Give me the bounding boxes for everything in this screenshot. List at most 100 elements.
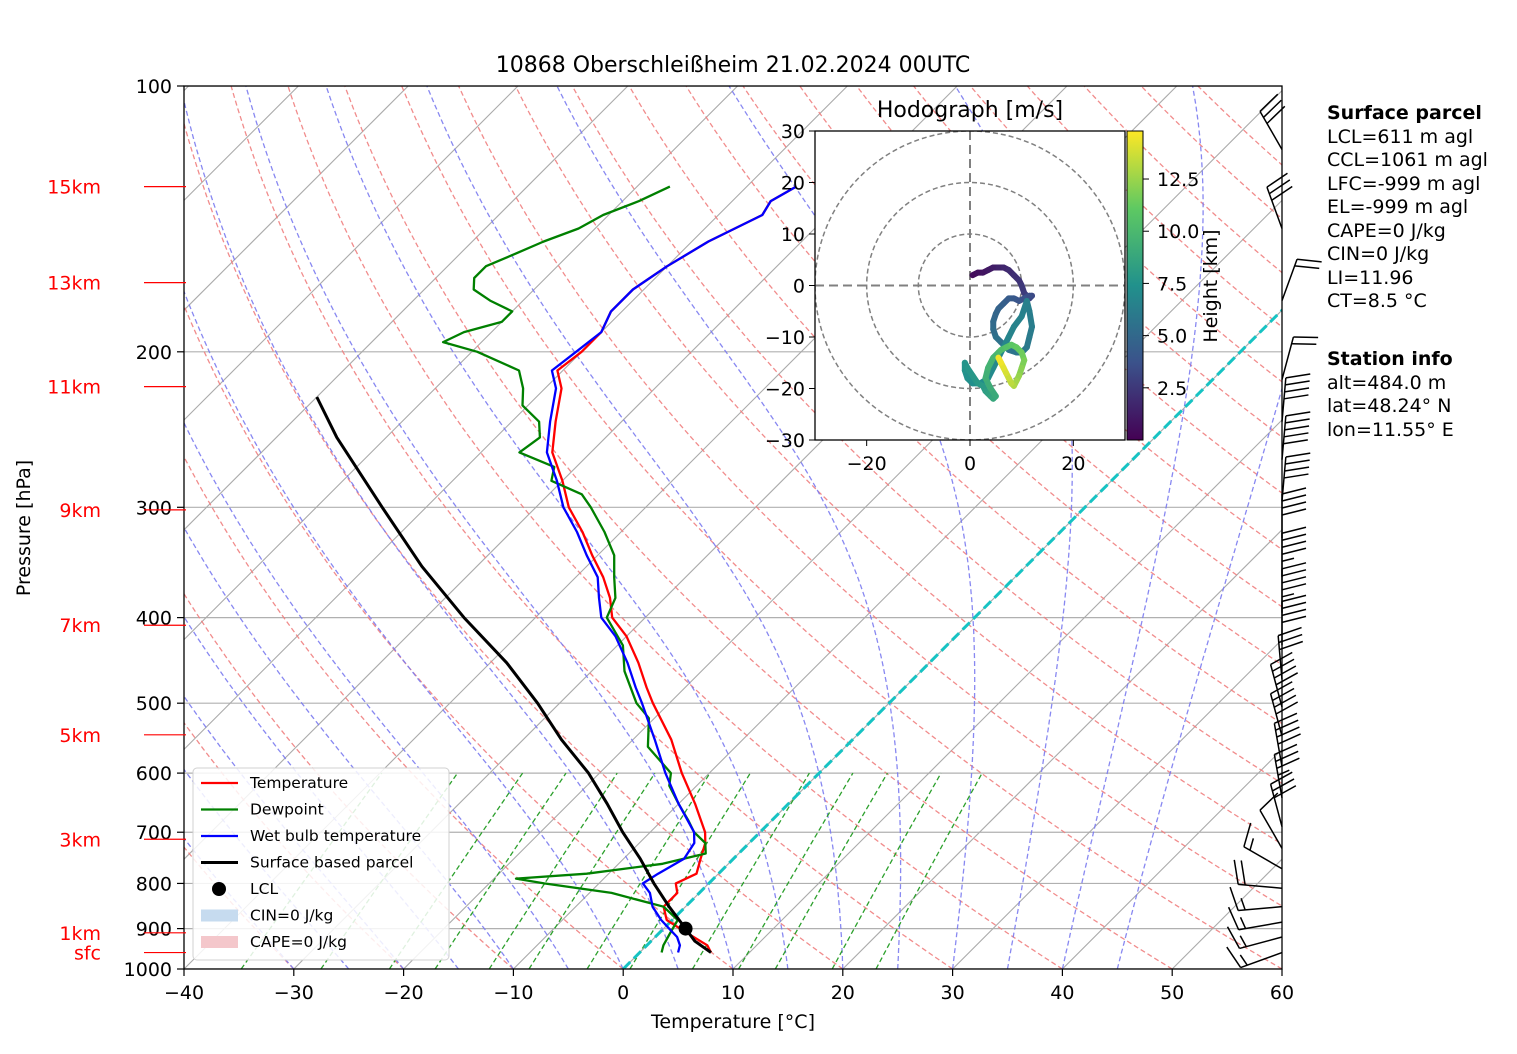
- barb-flag: [1281, 501, 1307, 509]
- wind-barb: [1259, 792, 1283, 849]
- barb-flag: [1283, 432, 1309, 438]
- barb-staff: [1269, 664, 1283, 708]
- surface-parcel-panel: Surface parcel LCL=611 m agl CCL=1061 m …: [1327, 102, 1488, 314]
- barb-half-flag: [1281, 593, 1295, 598]
- barb-half-flag: [1239, 916, 1247, 929]
- legend-label: CIN=0 J/kg: [250, 907, 333, 925]
- barb-flag: [1273, 785, 1297, 799]
- barb-flag: [1285, 380, 1310, 386]
- barb-flag: [1268, 179, 1291, 195]
- colorbar-label: Height [km]: [1200, 229, 1222, 342]
- height-label: sfc: [74, 943, 101, 965]
- mixing-ratio-line: [875, 772, 983, 969]
- sounding-profiles: [315, 185, 797, 954]
- barb-flag: [1262, 99, 1282, 118]
- isotherm: [184, 86, 738, 641]
- barb-flag: [1275, 701, 1299, 715]
- dry-adiabat: [514, 86, 1282, 845]
- series-temperature: [551, 185, 797, 954]
- station-lat: lat=48.24° N: [1327, 395, 1452, 417]
- mixing-ratio-line: [434, 772, 567, 969]
- barb-flag: [1281, 508, 1307, 516]
- legend-label: Dewpoint: [250, 801, 324, 819]
- barb-flag: [1281, 615, 1307, 624]
- barb-half-flag: [1249, 838, 1255, 851]
- hodograph: Hodograph [m/s] −20 0 20 30 20 10 0 −10 −20 −30 2.5…: [765, 98, 1222, 475]
- station-info-heading: Station info: [1327, 348, 1453, 370]
- mixing-ratio-line: [388, 772, 524, 969]
- main-axes: −40 −30 −20 −10 0 10 20 30 40 50 60100200300400500…: [124, 76, 1294, 1004]
- legend-swatch: [212, 882, 226, 896]
- wind-barb: [1281, 258, 1322, 301]
- height-label: 15km: [47, 177, 101, 199]
- parcel-li: LI=11.96: [1327, 266, 1414, 289]
- mixing-ratio-line: [586, 772, 711, 969]
- barb-flag: [1281, 562, 1307, 570]
- barb-flag: [1266, 172, 1288, 188]
- y-tick-label: 600: [136, 763, 172, 785]
- colorbar-tick-label: 12.5: [1157, 169, 1199, 191]
- wind-barb: [1243, 822, 1283, 870]
- wind-barb: [1227, 906, 1283, 931]
- barb-staff: [1273, 754, 1283, 798]
- colorbar: [1126, 130, 1144, 441]
- y-tick-label: 1000: [124, 959, 172, 981]
- height-label: 7km: [59, 615, 101, 637]
- isotherm: [732, 419, 1282, 969]
- barb-staff: [1259, 110, 1283, 150]
- y-tick-label: 900: [136, 919, 172, 941]
- colorbar-tick-label: 2.5: [1157, 378, 1187, 400]
- height-label: 13km: [47, 273, 101, 295]
- y-tick-label: 500: [136, 693, 172, 715]
- hodograph-x-tick-label: 0: [964, 453, 976, 475]
- x-tick-label: −10: [493, 982, 533, 1004]
- lcl-marker: [678, 921, 693, 936]
- wind-barb: [1273, 743, 1300, 798]
- barb-flag: [1273, 665, 1297, 679]
- parcel-lcl: LCL=611 m agl: [1327, 125, 1474, 148]
- barb-half-flag: [1281, 557, 1295, 562]
- barb-flag: [1283, 439, 1308, 445]
- barb-flag: [1274, 743, 1298, 756]
- barb-half-flag: [1240, 897, 1246, 911]
- moist-adiabat: [1116, 386, 1282, 969]
- wind-barb: [1226, 926, 1283, 950]
- dry-adiabat: [287, 86, 1063, 969]
- barb-flag: [1285, 459, 1310, 465]
- barb-staff: [1281, 258, 1298, 301]
- barb-flag: [1281, 583, 1307, 591]
- dry-adiabat: [628, 86, 1282, 725]
- barb-flag: [1281, 601, 1307, 610]
- surface-parcel-heading: Surface parcel: [1327, 102, 1482, 124]
- moist-adiabat: [1061, 86, 1204, 969]
- height-label: 3km: [59, 829, 101, 851]
- isotherm: [184, 86, 409, 311]
- barb-half-flag: [1277, 769, 1290, 776]
- moist-adiabat: [184, 289, 624, 969]
- hodograph-x-tick-label: 20: [1061, 453, 1085, 475]
- dry-adiabat: [344, 86, 1173, 969]
- barb-flag: [1283, 473, 1309, 479]
- station-alt: alt=484.0 m: [1327, 371, 1447, 394]
- moist-adiabat: [426, 86, 844, 969]
- hodograph-y-tick-label: 30: [781, 121, 805, 143]
- hodograph-y-tick-label: −10: [765, 327, 805, 349]
- x-tick-label: 20: [831, 982, 855, 1004]
- mixing-ratio-line: [691, 772, 810, 969]
- legend-swatch: [201, 936, 238, 948]
- dry-adiabat: [401, 86, 1282, 969]
- dry-adiabat: [571, 86, 1282, 785]
- moist-adiabat: [556, 86, 902, 969]
- hodograph-plot: [815, 131, 1125, 440]
- barb-flag: [1281, 576, 1307, 584]
- hodograph-y-tick-label: 10: [781, 224, 805, 246]
- mixing-ratio-line: [488, 772, 618, 969]
- barb-half-flag: [1239, 935, 1247, 947]
- colorbar-tick-label: 7.5: [1157, 273, 1187, 295]
- colorbar-tick-label: 5.0: [1157, 326, 1187, 348]
- barb-flag: [1272, 658, 1295, 672]
- barb-staff: [1281, 336, 1295, 380]
- barb-flag: [1229, 886, 1239, 911]
